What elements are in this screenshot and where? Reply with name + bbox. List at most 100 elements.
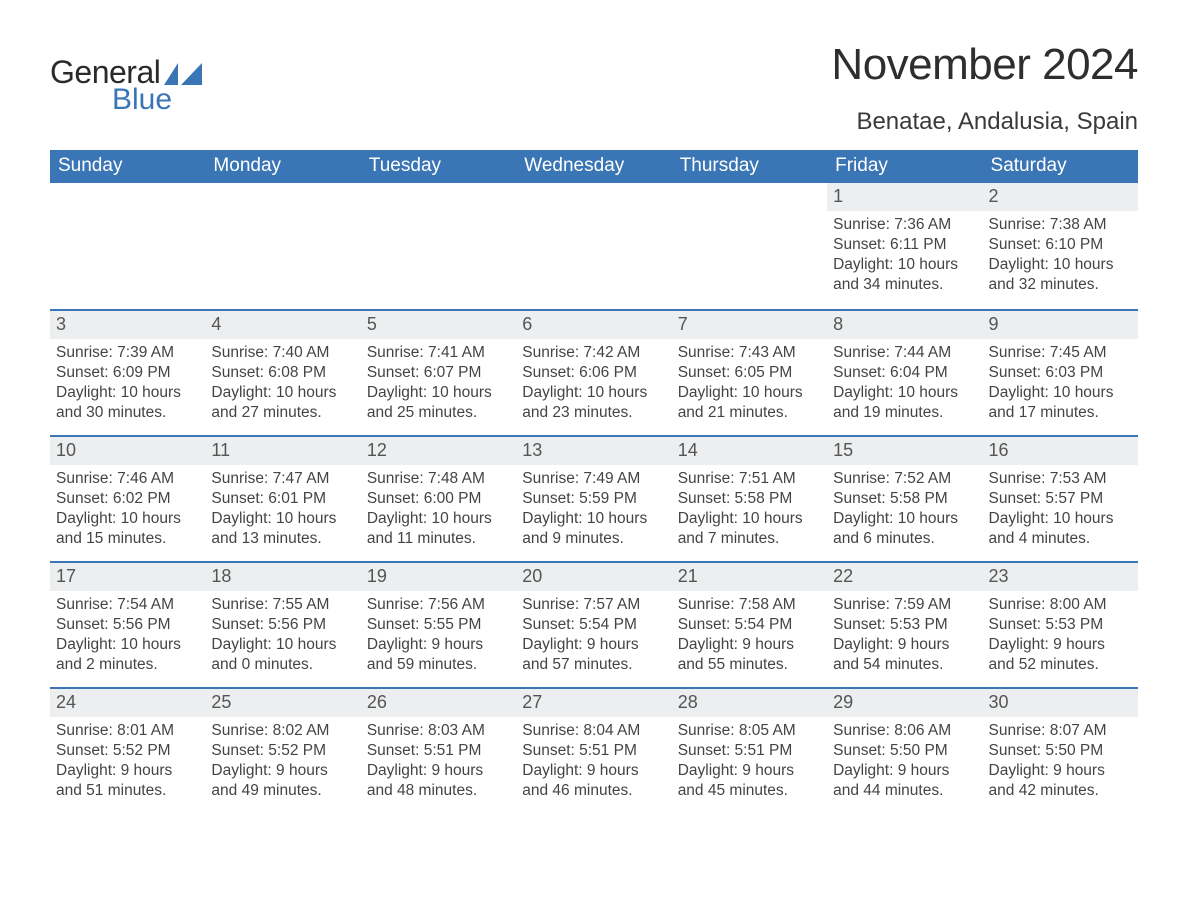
calendar: SundayMondayTuesdayWednesdayThursdayFrid… xyxy=(50,150,1138,813)
day-cell: 17Sunrise: 7:54 AMSunset: 5:56 PMDayligh… xyxy=(50,563,205,687)
day-number: 29 xyxy=(827,689,982,717)
sunset-text: Sunset: 5:51 PM xyxy=(678,741,821,761)
sunrise-text: Sunrise: 7:38 AM xyxy=(989,215,1132,235)
day-cell: 18Sunrise: 7:55 AMSunset: 5:56 PMDayligh… xyxy=(205,563,360,687)
sunrise-text: Sunrise: 7:43 AM xyxy=(678,343,821,363)
sunset-text: Sunset: 5:56 PM xyxy=(211,615,354,635)
daylight-text: Daylight: 9 hours and 57 minutes. xyxy=(522,635,665,675)
sunset-text: Sunset: 6:10 PM xyxy=(989,235,1132,255)
day-info: Sunrise: 7:48 AMSunset: 6:00 PMDaylight:… xyxy=(365,469,512,548)
day-cell: 22 Sunrise: 7:59 AMSunset: 5:53 PMDayligh… xyxy=(827,563,982,687)
day-info: Sunrise: 8:02 AMSunset: 5:52 PMDaylight:… xyxy=(209,721,356,800)
daylight-text: Daylight: 9 hours and 54 minutes. xyxy=(833,635,976,675)
day-info: Sunrise: 7:59 AMSunset: 5:53 PMDaylight:… xyxy=(831,595,978,674)
day-cell: 26Sunrise: 8:03 AMSunset: 5:51 PMDayligh… xyxy=(361,689,516,813)
daylight-text: Daylight: 9 hours and 44 minutes. xyxy=(833,761,976,801)
day-cell: 29 Sunrise: 8:06 AMSunset: 5:50 PMDayligh… xyxy=(827,689,982,813)
day-cell: 27Sunrise: 8:04 AMSunset: 5:51 PMDayligh… xyxy=(516,689,671,813)
daylight-text: Daylight: 10 hours and 15 minutes. xyxy=(56,509,199,549)
day-cell: 2Sunrise: 7:38 AMSunset: 6:10 PMDaylight… xyxy=(983,183,1138,309)
weekday-header-row: SundayMondayTuesdayWednesdayThursdayFrid… xyxy=(50,150,1138,183)
week-row: 10Sunrise: 7:46 AMSunset: 6:02 PMDayligh… xyxy=(50,435,1138,561)
day-cell: 6Sunrise: 7:42 AMSunset: 6:06 PMDaylight… xyxy=(516,311,671,435)
sunset-text: Sunset: 5:53 PM xyxy=(833,615,976,635)
sunset-text: Sunset: 5:56 PM xyxy=(56,615,199,635)
day-number: 4 xyxy=(205,311,360,339)
daylight-text: Daylight: 10 hours and 13 minutes. xyxy=(211,509,354,549)
sunrise-text: Sunrise: 7:44 AM xyxy=(833,343,976,363)
day-cell: 5Sunrise: 7:41 AMSunset: 6:07 PMDaylight… xyxy=(361,311,516,435)
day-cell: 11Sunrise: 7:47 AMSunset: 6:01 PMDayligh… xyxy=(205,437,360,561)
title-block: November 2024 Benatae, Andalusia, Spain xyxy=(831,40,1138,136)
daylight-text: Daylight: 9 hours and 48 minutes. xyxy=(367,761,510,801)
week-row: 17Sunrise: 7:54 AMSunset: 5:56 PMDayligh… xyxy=(50,561,1138,687)
day-cell: 28Sunrise: 8:05 AMSunset: 5:51 PMDayligh… xyxy=(672,689,827,813)
sunset-text: Sunset: 5:50 PM xyxy=(989,741,1132,761)
sunrise-text: Sunrise: 7:47 AM xyxy=(211,469,354,489)
day-number: 25 xyxy=(205,689,360,717)
sunset-text: Sunset: 5:57 PM xyxy=(989,489,1132,509)
weekday-header: Friday xyxy=(827,150,982,183)
day-info: Sunrise: 7:56 AMSunset: 5:55 PMDaylight:… xyxy=(365,595,512,674)
day-cell: 3 Sunrise: 7:39 AMSunset: 6:09 PMDaylight… xyxy=(50,311,205,435)
sunrise-text: Sunrise: 8:02 AM xyxy=(211,721,354,741)
sunrise-text: Sunrise: 8:04 AM xyxy=(522,721,665,741)
day-number: 24 xyxy=(50,689,205,717)
daylight-text: Daylight: 10 hours and 11 minutes. xyxy=(367,509,510,549)
sunset-text: Sunset: 6:11 PM xyxy=(833,235,976,255)
logo-text-blue: Blue xyxy=(112,83,172,117)
day-number: 8 xyxy=(827,311,982,339)
week-row: .....1Sunrise: 7:36 AMSunset: 6:11 PMDay… xyxy=(50,183,1138,309)
day-cell: 1Sunrise: 7:36 AMSunset: 6:11 PMDaylight… xyxy=(827,183,982,309)
daylight-text: Daylight: 10 hours and 0 minutes. xyxy=(211,635,354,675)
day-cell: 20Sunrise: 7:57 AMSunset: 5:54 PMDayligh… xyxy=(516,563,671,687)
sunset-text: Sunset: 6:09 PM xyxy=(56,363,199,383)
day-number: 26 xyxy=(361,689,516,717)
daylight-text: Daylight: 10 hours and 27 minutes. xyxy=(211,383,354,423)
day-info: Sunrise: 7:58 AMSunset: 5:54 PMDaylight:… xyxy=(676,595,823,674)
sunrise-text: Sunrise: 8:01 AM xyxy=(56,721,199,741)
daylight-text: Daylight: 10 hours and 6 minutes. xyxy=(833,509,976,549)
sunrise-text: Sunrise: 7:59 AM xyxy=(833,595,976,615)
day-cell: 14 Sunrise: 7:51 AMSunset: 5:58 PMDayligh… xyxy=(672,437,827,561)
day-cell: . xyxy=(516,183,671,309)
day-cell: 7Sunrise: 7:43 AMSunset: 6:05 PMDaylight… xyxy=(672,311,827,435)
day-info: Sunrise: 8:06 AMSunset: 5:50 PMDaylight:… xyxy=(831,721,978,800)
sunrise-text: Sunrise: 7:42 AM xyxy=(522,343,665,363)
day-number: 7 xyxy=(672,311,827,339)
day-info: Sunrise: 8:07 AMSunset: 5:50 PMDaylight:… xyxy=(987,721,1134,800)
day-cell: 21Sunrise: 7:58 AMSunset: 5:54 PMDayligh… xyxy=(672,563,827,687)
day-number: 19 xyxy=(361,563,516,591)
day-info: Sunrise: 7:51 AMSunset: 5:58 PMDaylight:… xyxy=(676,469,823,548)
sunset-text: Sunset: 5:53 PM xyxy=(989,615,1132,635)
day-number: 22 xyxy=(827,563,982,591)
sunrise-text: Sunrise: 7:57 AM xyxy=(522,595,665,615)
day-cell: 10Sunrise: 7:46 AMSunset: 6:02 PMDayligh… xyxy=(50,437,205,561)
sunset-text: Sunset: 5:50 PM xyxy=(833,741,976,761)
day-info: Sunrise: 7:39 AMSunset: 6:09 PMDaylight:… xyxy=(54,343,201,422)
sunrise-text: Sunrise: 8:05 AM xyxy=(678,721,821,741)
sunrise-text: Sunrise: 7:41 AM xyxy=(367,343,510,363)
weekday-header: Monday xyxy=(205,150,360,183)
day-number: 14 xyxy=(672,437,827,465)
sunrise-text: Sunrise: 7:45 AM xyxy=(989,343,1132,363)
sunset-text: Sunset: 5:51 PM xyxy=(522,741,665,761)
sunset-text: Sunset: 5:52 PM xyxy=(211,741,354,761)
daylight-text: Daylight: 9 hours and 52 minutes. xyxy=(989,635,1132,675)
day-info: Sunrise: 7:49 AMSunset: 5:59 PMDaylight:… xyxy=(520,469,667,548)
daylight-text: Daylight: 10 hours and 9 minutes. xyxy=(522,509,665,549)
sunrise-text: Sunrise: 7:55 AM xyxy=(211,595,354,615)
daylight-text: Daylight: 10 hours and 19 minutes. xyxy=(833,383,976,423)
day-cell: 12Sunrise: 7:48 AMSunset: 6:00 PMDayligh… xyxy=(361,437,516,561)
sunset-text: Sunset: 6:03 PM xyxy=(989,363,1132,383)
day-number: 20 xyxy=(516,563,671,591)
day-number: 30 xyxy=(983,689,1138,717)
sunset-text: Sunset: 5:55 PM xyxy=(367,615,510,635)
day-info: Sunrise: 8:05 AMSunset: 5:51 PMDaylight:… xyxy=(676,721,823,800)
day-cell: 4Sunrise: 7:40 AMSunset: 6:08 PMDaylight… xyxy=(205,311,360,435)
week-row: 3 Sunrise: 7:39 AMSunset: 6:09 PMDaylight… xyxy=(50,309,1138,435)
sunset-text: Sunset: 6:00 PM xyxy=(367,489,510,509)
day-number: 3 xyxy=(50,311,205,339)
sunrise-text: Sunrise: 8:00 AM xyxy=(989,595,1132,615)
day-cell: 30 Sunrise: 8:07 AMSunset: 5:50 PMDayligh… xyxy=(983,689,1138,813)
